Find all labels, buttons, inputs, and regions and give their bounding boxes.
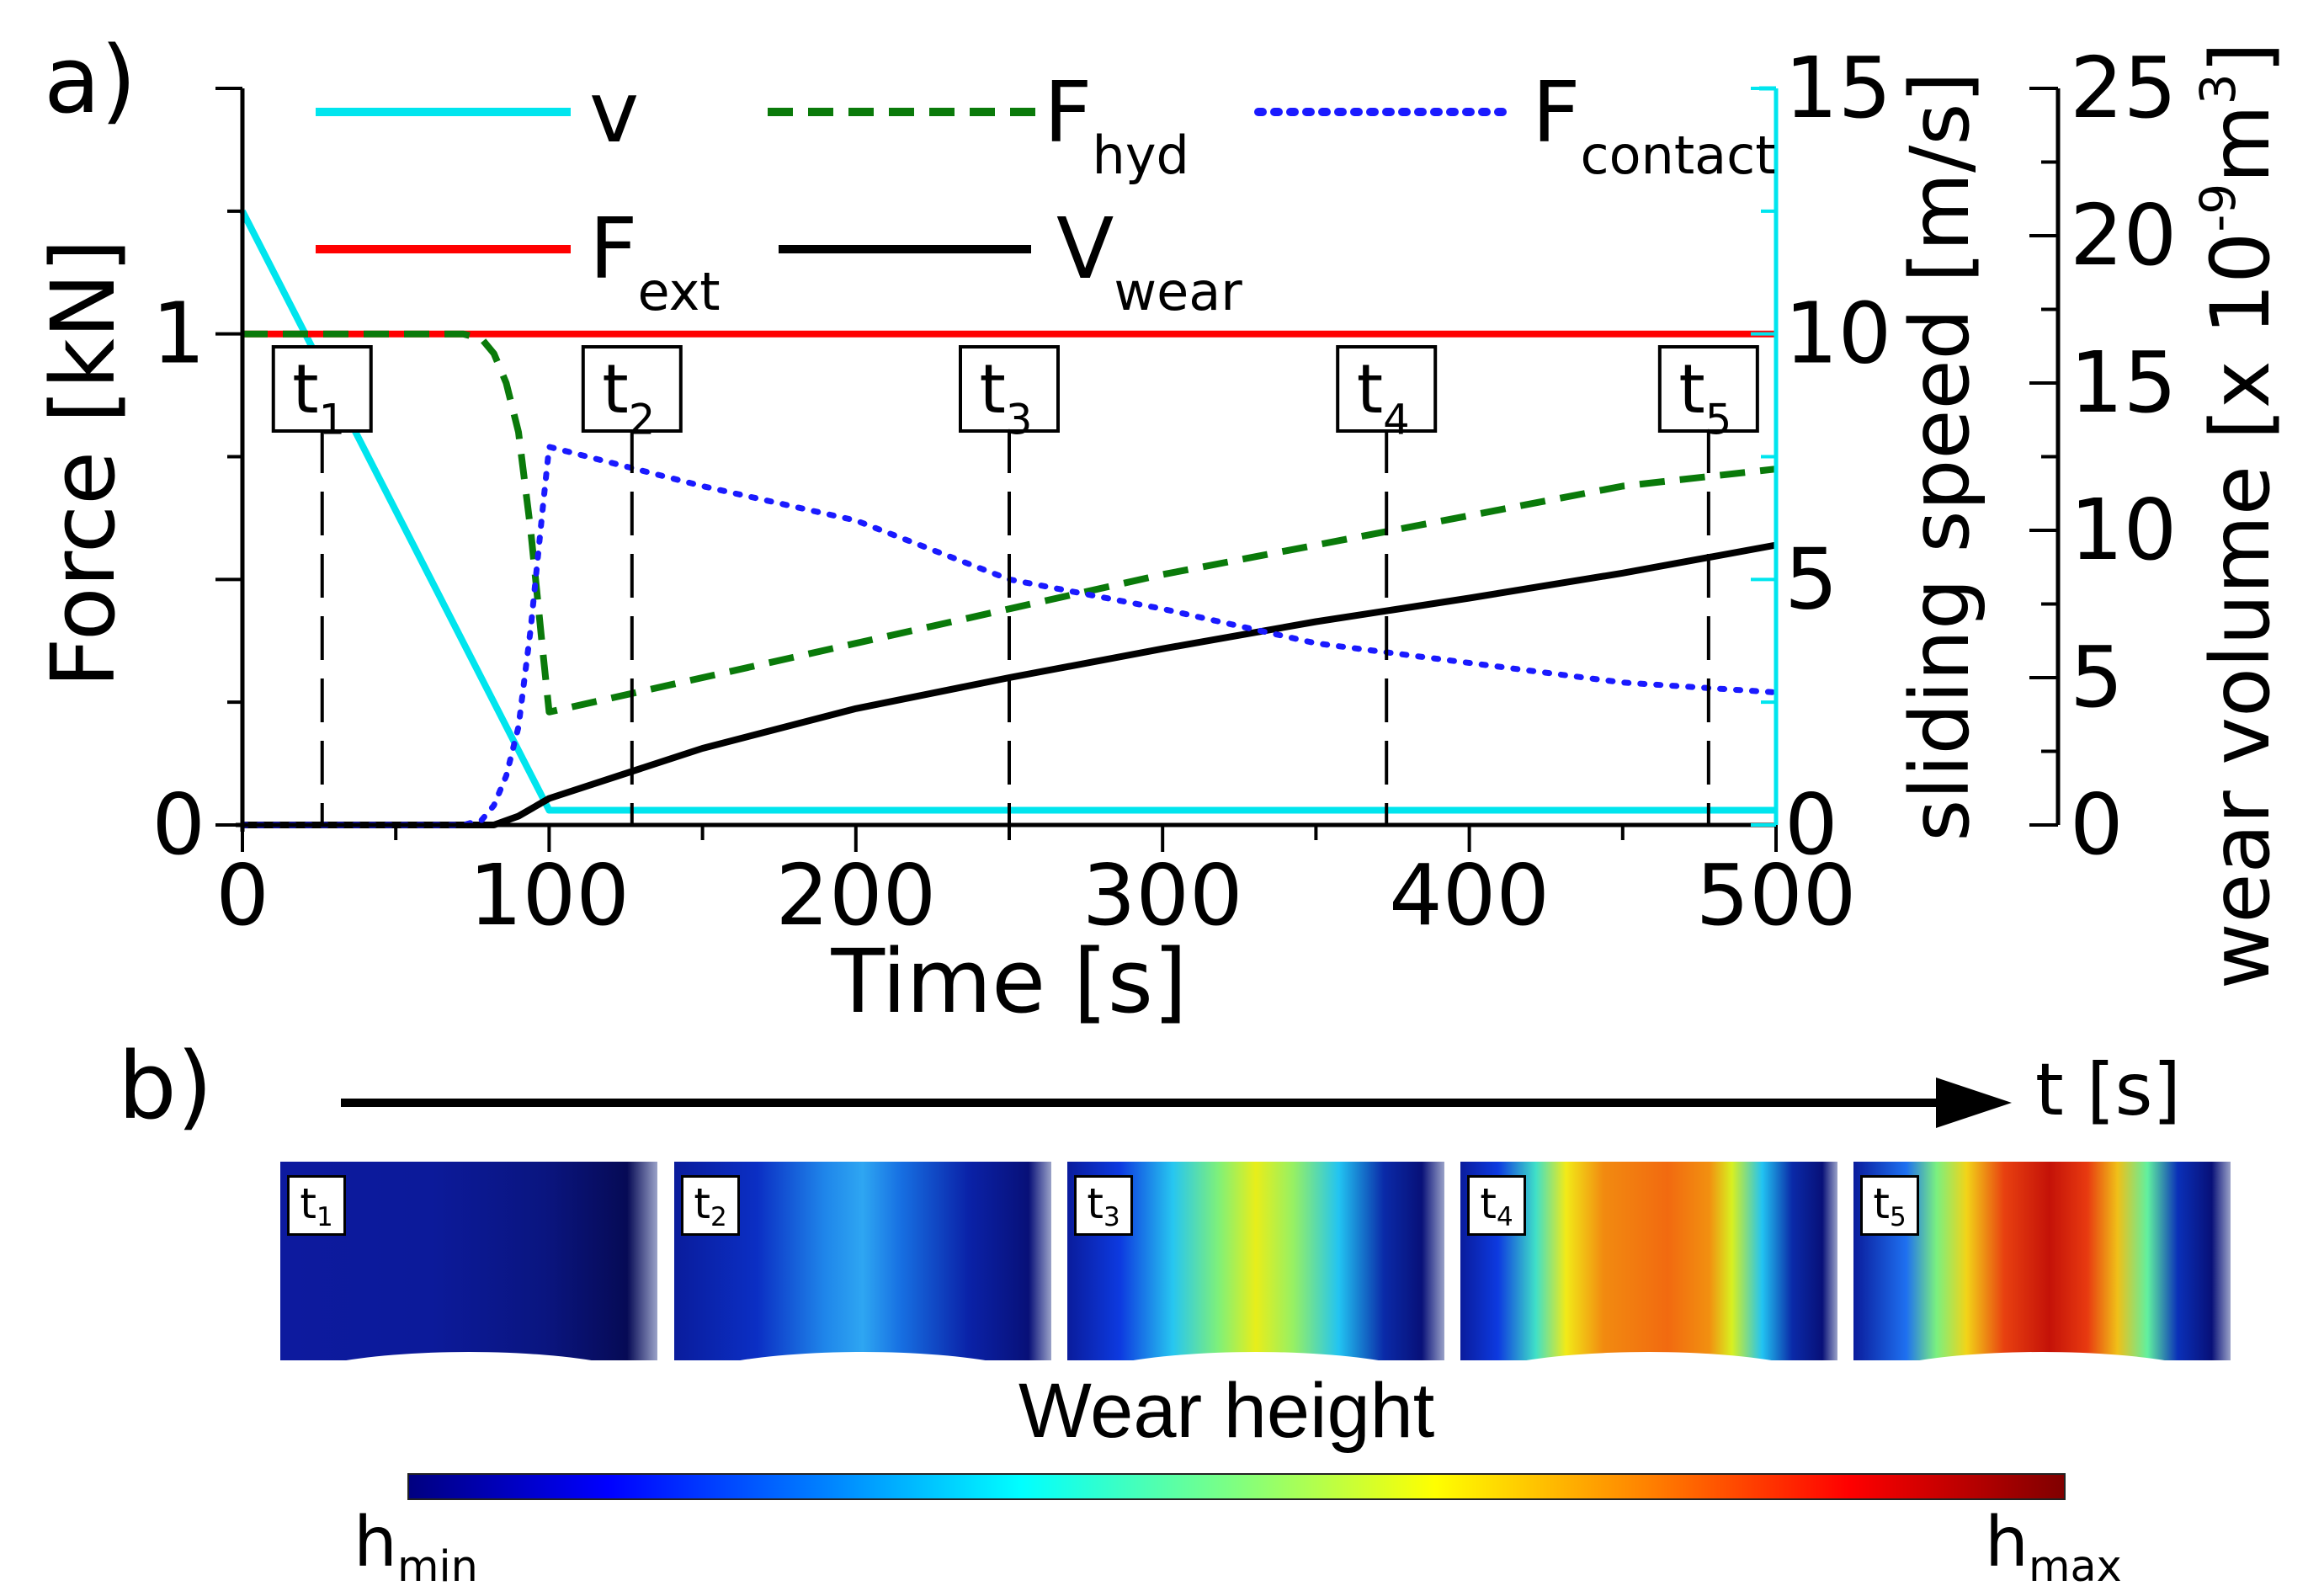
wear-tick-label: 15 <box>2070 333 2177 432</box>
time-arrow <box>341 1078 2012 1128</box>
wear-height-title: Wear height <box>1018 1368 1435 1454</box>
wear-tick-label: 5 <box>2070 628 2124 726</box>
line-chart: t1 t2 t3 t4 t5 010 100 200 300 400 50005101505101… <box>32 39 2288 1027</box>
time-tick-label: 300 <box>1082 846 1243 944</box>
time-marker-label-4: t4 <box>1357 350 1410 444</box>
strip-curved-edge <box>1067 1352 1444 1360</box>
time-marker-label-2: t2 <box>602 350 655 444</box>
strip-curved-edge <box>1853 1352 2231 1360</box>
strip-curved-edge <box>674 1352 1051 1360</box>
wear-tick-label: 0 <box>2070 775 2124 874</box>
x-axis-title: Time [s] <box>831 930 1188 1027</box>
legend-label-2: Fhyd <box>1044 63 1189 186</box>
time-arrow-label: t [s] <box>2035 1048 2181 1132</box>
time-tick-label: 200 <box>775 846 936 944</box>
time-marker-box-1 <box>271 345 373 433</box>
force-tick-label: 0 <box>152 775 205 874</box>
legend-label-3: Fcontact <box>1532 63 1776 186</box>
y-axis-title: Force [kN] <box>32 239 135 689</box>
time-tick-label: 0 <box>215 846 269 944</box>
wear-tick-label: 25 <box>2070 39 2177 137</box>
wear-strip-label-2: t2 <box>681 1175 740 1236</box>
time-marker-box-3 <box>959 345 1060 433</box>
y3-axis-title: wear volume [x 10-9m3] <box>2189 42 2288 989</box>
panel-a-label: a) <box>44 26 137 134</box>
series-f-contact <box>239 444 1779 828</box>
legend-label-5: Vwear <box>1056 200 1242 322</box>
time-marker-box-2 <box>581 345 683 433</box>
wear-strip-4: t4 <box>1460 1162 1837 1360</box>
wear-strip-2: t2 <box>674 1162 1051 1360</box>
legend-label-4: Fext <box>589 200 721 322</box>
wear-strip-5: t5 <box>1853 1162 2231 1360</box>
wear-tick-label: 10 <box>2070 481 2177 579</box>
strip-curved-edge <box>1460 1352 1837 1360</box>
strip-curved-edge <box>280 1352 657 1360</box>
panel-b-label: b) <box>118 1032 213 1140</box>
colorbar-max-label: hmax <box>1985 1503 2122 1591</box>
wear-strip-3: t3 <box>1067 1162 1444 1360</box>
legend-label-1: v <box>589 63 639 162</box>
wear-strip-1: t1 <box>280 1162 657 1360</box>
time-tick-label: 500 <box>1696 846 1857 944</box>
colorbar-min-label: hmin <box>354 1503 478 1591</box>
speed-tick-label: 0 <box>1784 775 1838 874</box>
wear-strip-label-3: t3 <box>1074 1175 1133 1236</box>
y2-axis-title: sliding speed [m/s] <box>1893 72 1987 842</box>
wear-tick-label: 20 <box>2070 186 2177 285</box>
force-tick-label: 1 <box>152 285 205 383</box>
speed-tick-label: 15 <box>1784 39 1891 137</box>
speed-tick-label: 5 <box>1784 529 1838 628</box>
speed-tick-label: 10 <box>1784 285 1891 383</box>
time-marker-label-5: t5 <box>1678 350 1731 444</box>
time-marker-box-4 <box>1336 345 1438 433</box>
colorbar <box>407 1473 2066 1500</box>
time-tick-label: 400 <box>1389 846 1550 944</box>
time-marker-label-3: t3 <box>980 350 1033 444</box>
time-marker-label-1: t1 <box>292 350 345 444</box>
wear-strip-label-5: t5 <box>1860 1175 1919 1236</box>
series-v-wear <box>242 541 1777 828</box>
time-marker-box-5 <box>1657 345 1759 433</box>
wear-strip-label-4: t4 <box>1467 1175 1526 1236</box>
wear-strip-label-1: t1 <box>287 1175 346 1236</box>
series-f-hyd <box>242 330 1777 716</box>
time-tick-label: 100 <box>469 846 630 944</box>
